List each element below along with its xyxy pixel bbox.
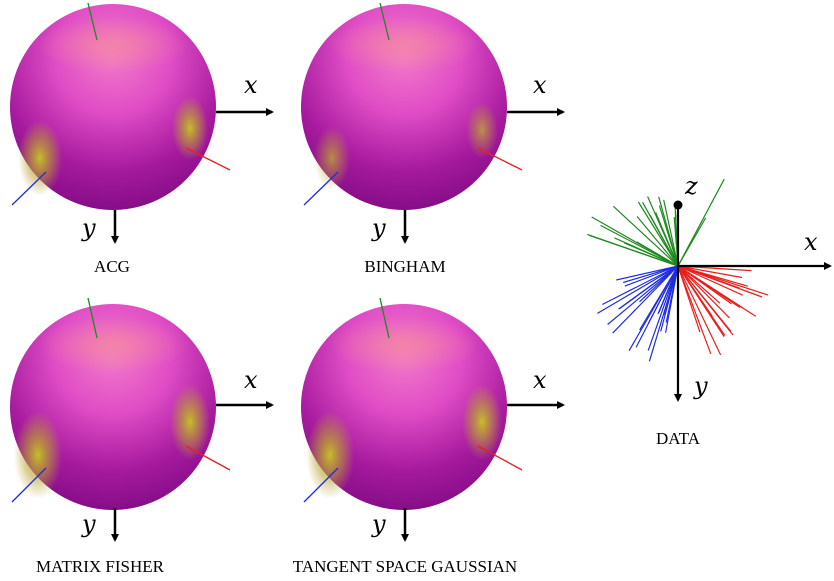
panel-caption: ACG (94, 257, 130, 276)
y-axis-label: y (81, 510, 96, 538)
sample-ray (677, 265, 734, 336)
density-peak-right (172, 96, 208, 160)
sample-ray (618, 265, 679, 310)
sample-ray (677, 265, 730, 319)
frame-axis-blue (303, 171, 339, 206)
sample-ray (614, 237, 679, 267)
z-axis-tip (673, 200, 683, 210)
sample-ray (607, 265, 679, 325)
x-axis-label: x (533, 366, 547, 394)
y-axis-label: y (81, 214, 96, 242)
sample-ray (663, 199, 679, 267)
frame-axis-blue (11, 171, 47, 206)
panel-caption: DATA (656, 429, 701, 448)
density-peak-right (462, 384, 502, 460)
sample-ray (677, 265, 726, 336)
rotation-samples (587, 178, 769, 362)
sample-ray (616, 265, 679, 281)
y-axis-label: y (693, 372, 708, 400)
density-peak-right (466, 102, 498, 158)
sample-ray (655, 212, 679, 267)
density-peak-top (38, 17, 188, 73)
sample-ray (677, 265, 763, 298)
panel-matrix-fisher: x y MATRIX FISHER (10, 297, 274, 576)
frame-axis-red (477, 147, 523, 171)
sample-ray (602, 265, 679, 306)
sample-ray (677, 265, 748, 287)
sample-ray (600, 224, 679, 267)
panel-caption: TANGENT SPACE GAUSSIAN (293, 557, 517, 576)
frame-axis-red (185, 445, 231, 471)
sample-ray (612, 265, 679, 334)
density-peak-left (306, 411, 354, 499)
panel-bingham: x y BINGHAM (301, 2, 565, 276)
sample-ray (649, 215, 679, 267)
density-peak-right (170, 384, 210, 460)
sample-ray (636, 216, 679, 267)
panel-data: x y z DATA (587, 172, 832, 448)
y-axis-label: y (371, 214, 386, 242)
sample-ray (587, 233, 679, 267)
frame-axis-green (87, 297, 98, 339)
density-peak-left (314, 126, 350, 190)
sample-ray (677, 265, 741, 309)
sample-ray (639, 265, 679, 303)
sample-ray (597, 265, 679, 314)
sample-ray (647, 265, 679, 351)
panel-caption: MATRIX FISHER (36, 557, 165, 576)
sample-ray (612, 205, 679, 267)
sample-ray (658, 265, 679, 313)
panel-tangent-space-gaussian: x y TANGENT SPACE GAUSSIAN (293, 297, 565, 576)
density-peak-top (329, 317, 479, 373)
sample-ray (624, 265, 679, 287)
frame-axis-red (477, 445, 523, 471)
y-axis-label: y (371, 510, 386, 538)
density-peak-top (38, 317, 188, 373)
sample-ray (677, 265, 744, 296)
sample-ray (658, 205, 679, 267)
sample-ray (647, 265, 679, 324)
x-axis-label: x (804, 228, 818, 256)
frame-axis-green (379, 297, 390, 339)
frame-axis-red (185, 147, 231, 171)
sample-ray (677, 217, 707, 267)
sample-ray (639, 265, 679, 331)
sample-ray (677, 265, 712, 355)
panel-acg: x y ACG (10, 2, 274, 276)
density-peak-left (18, 120, 62, 196)
sample-ray (660, 265, 679, 332)
panel-caption: BINGHAM (364, 257, 445, 276)
sample-ray (623, 265, 679, 284)
sample-ray (677, 265, 722, 356)
x-axis-label: x (533, 71, 547, 99)
sample-ray (677, 265, 721, 304)
sample-ray (677, 265, 743, 279)
density-peak-left (14, 411, 62, 499)
z-axis-label: z (684, 172, 698, 200)
x-axis-label: x (244, 71, 258, 99)
sample-ray (637, 201, 679, 267)
frame-axis-green (87, 2, 98, 41)
frame-axis-blue (303, 467, 339, 503)
frame-axis-green (379, 2, 390, 41)
density-peak-top (329, 17, 479, 73)
x-axis-label: x (244, 366, 258, 394)
frame-axis-blue (11, 467, 47, 503)
